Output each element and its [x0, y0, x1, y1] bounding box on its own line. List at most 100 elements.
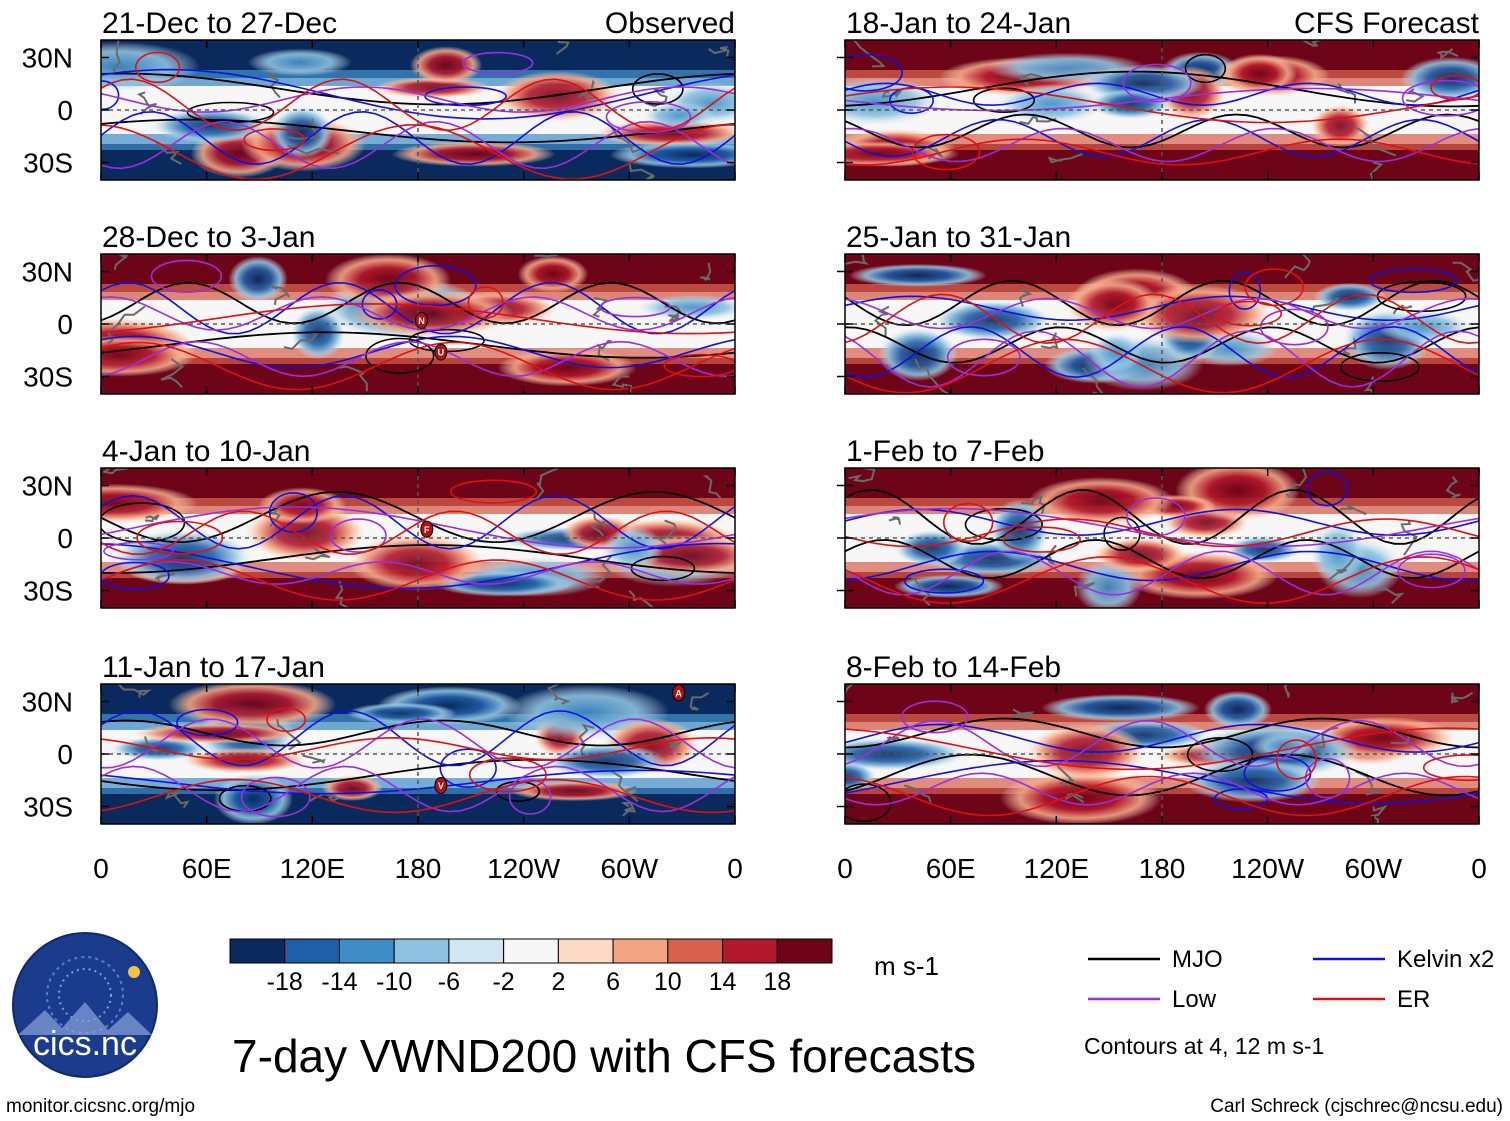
anomaly-blob — [1027, 477, 1175, 526]
panel-period-label: 11-Jan to 17-Jan — [102, 651, 325, 684]
colorbar-tick-label: 6 — [606, 968, 620, 996]
contour-line-low — [101, 86, 735, 113]
anomaly-blob — [101, 335, 196, 377]
contour-line-mjo — [101, 281, 735, 325]
coastline-segment — [1283, 684, 1303, 698]
contour-loop — [439, 748, 497, 789]
coastline-segment — [555, 40, 570, 55]
storm-marker-shape — [434, 777, 448, 794]
storm-marker: N — [415, 312, 428, 329]
y-tick-label: 30N — [22, 471, 73, 502]
colorbar-tick-label: 14 — [709, 968, 737, 996]
colorbar-tick-label: -14 — [321, 968, 357, 996]
field-layer — [845, 684, 1479, 824]
coastline-segment — [1450, 691, 1474, 704]
field-layer — [845, 40, 1479, 180]
anomaly-blob — [1041, 694, 1201, 722]
contour-loop — [329, 518, 387, 553]
coastline-segment — [656, 519, 678, 545]
contour-loop — [1306, 471, 1348, 507]
contour-loop — [1304, 757, 1351, 799]
y-tick-label: 30N — [22, 257, 73, 288]
contour-loop — [176, 708, 239, 737]
contour-line-kelvin-x2 — [101, 335, 735, 369]
colorbar-swatch — [229, 938, 286, 964]
coastline-segment — [117, 684, 152, 698]
field-layer — [101, 40, 735, 180]
storm-marker: F — [420, 520, 434, 538]
contour-loop — [1244, 268, 1304, 307]
contour-loop — [268, 491, 318, 533]
coastline-segment — [334, 580, 351, 608]
anomaly-blob — [270, 106, 333, 159]
coastline-segment — [611, 770, 639, 803]
contour-line-mjo — [101, 719, 735, 747]
x-tick-label: 120W — [487, 853, 561, 884]
coastline-segment — [1018, 288, 1033, 307]
storm-marker: A — [672, 684, 686, 702]
field-layer — [845, 468, 1479, 608]
coastline-segment — [1327, 554, 1357, 582]
coastline-segment — [1370, 805, 1388, 824]
coastline-segment — [547, 684, 571, 705]
contour-loop — [1368, 268, 1458, 294]
contour-line-low — [101, 506, 735, 549]
coastline-segment — [873, 305, 890, 337]
contour-loop — [663, 353, 735, 378]
colorbar-swatch — [338, 938, 395, 964]
contour-loop — [972, 87, 1036, 113]
x-tick-label: 120E — [1024, 853, 1089, 884]
coastline-segment — [1337, 503, 1367, 516]
x-tick-label: 60E — [182, 853, 232, 884]
storm-marker-label: U — [438, 348, 445, 358]
contour-loop — [1216, 300, 1282, 327]
coastline-segment — [1073, 581, 1095, 597]
anomaly-blob — [845, 141, 960, 167]
legend-label: Low — [1172, 986, 1217, 1013]
anomaly-blob — [845, 738, 967, 771]
anomaly-blob — [183, 748, 307, 774]
contour-line-er — [845, 727, 1479, 771]
colorbar-swatch — [503, 938, 559, 964]
field-layer — [101, 684, 735, 824]
panel-period-label: 4-Jan to 10-Jan — [102, 435, 310, 468]
coastline-segment — [1284, 254, 1311, 279]
coastline-segment — [845, 254, 870, 265]
coastline-segment — [271, 285, 290, 305]
contour-loop — [394, 265, 477, 307]
colorbar-swatch — [393, 938, 450, 964]
coastlines — [117, 684, 710, 817]
contour-loop — [467, 286, 504, 319]
colorbar-tick-label: 2 — [551, 968, 565, 996]
contour-loop — [1186, 737, 1254, 773]
contour-loop — [240, 776, 311, 818]
contour-line-kelvin-x2 — [845, 759, 1479, 805]
map-panel: 4-Jan to 10-Jan — [100, 435, 736, 609]
coastline-segment — [309, 793, 340, 802]
contour-line-er — [845, 775, 1479, 817]
storm-marker-label: V — [438, 781, 444, 791]
coastline-segment — [708, 45, 730, 57]
storm-marker-label: A — [675, 688, 682, 698]
anomaly-blob — [509, 780, 639, 802]
anomaly-blob — [1226, 536, 1300, 563]
legend-item: MJO — [1088, 946, 1223, 973]
contour-loop — [1259, 308, 1329, 346]
colorbar-tick-label: 10 — [654, 968, 682, 996]
anomaly-blob — [643, 101, 715, 130]
coastline-segment — [1445, 476, 1461, 499]
legend-item: ER — [1313, 986, 1430, 1013]
y-tick-label: 30N — [22, 687, 73, 718]
coastline-segment — [1082, 367, 1105, 394]
x-tick-label: 180 — [1139, 853, 1186, 884]
contour-line-mjo — [845, 717, 1479, 749]
panel-period-label: 28-Dec to 3-Jan — [102, 221, 315, 254]
coastline-segment — [338, 365, 368, 392]
cics-logo: cics.nc — [12, 932, 158, 1078]
contour-loop — [1430, 74, 1479, 101]
storm-marker-label: F — [424, 525, 430, 535]
anomaly-blob — [1183, 758, 1322, 803]
legend-item: Low — [1088, 986, 1217, 1013]
contour-line-er — [101, 559, 735, 601]
